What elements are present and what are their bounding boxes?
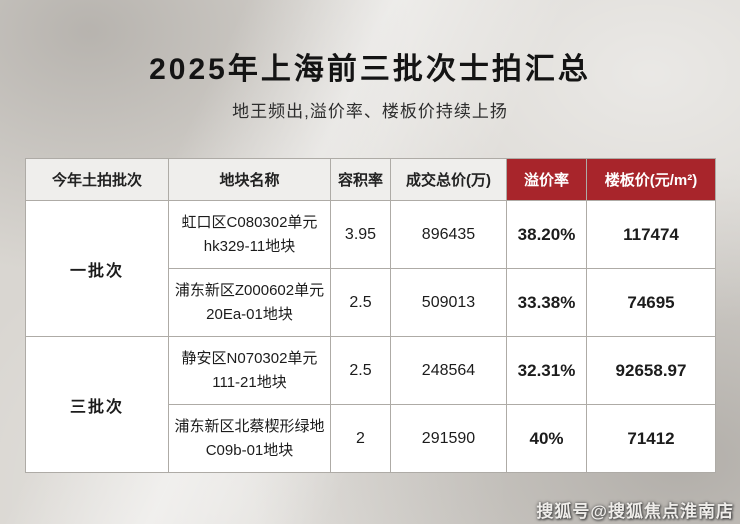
premium-rate-cell: 33.38% (506, 268, 587, 337)
plot-name-cell: 虹口区C080302单元 hk329-11地块 (168, 200, 331, 269)
floor-price-cell: 71412 (586, 404, 716, 473)
plot-name-cell: 静安区N070302单元 111-21地块 (168, 336, 331, 405)
batch-one-cell: 一批次 (25, 200, 169, 337)
premium-rate-cell: 38.20% (506, 200, 587, 269)
page-title: 2025年上海前三批次士拍汇总 (149, 53, 591, 86)
col-header-far: 容积率 (330, 158, 391, 201)
page-subtitle: 地王频出,溢价率、楼板价持续上扬 (232, 102, 508, 121)
plot-name-cell: 浦东新区北蔡楔形绿地 C09b-01地块 (168, 404, 331, 473)
premium-rate-cell: 32.31% (506, 336, 587, 405)
premium-rate-cell: 40% (506, 404, 587, 473)
total-price-cell: 291590 (390, 404, 507, 473)
col-header-floor-price: 楼板价(元/m²) (586, 158, 716, 201)
col-header-plot-name: 地块名称 (168, 158, 331, 201)
floor-price-cell: 117474 (586, 200, 716, 269)
table-row: 浦东新区Z000602单元 20Ea-01地块 2.5 509013 33.38… (26, 268, 716, 337)
batch-three-cell: 三批次 (25, 336, 169, 473)
col-header-total-price: 成交总价(万) (390, 158, 507, 201)
floor-price-cell: 92658.97 (586, 336, 716, 405)
table-header-row: 今年土拍批次 地块名称 容积率 成交总价(万) 溢价率 楼板价(元/m²) (25, 158, 716, 201)
watermark: 搜狐号@搜狐焦点淮南店 (536, 502, 734, 521)
table-row: 浦东新区北蔡楔形绿地 C09b-01地块 2 291590 40% 71412 (26, 404, 716, 473)
total-price-cell: 509013 (390, 268, 507, 337)
floor-price-cell: 74695 (586, 268, 716, 337)
table-row: 三批次 静安区N070302单元 111-21地块 2.5 248564 32.… (25, 336, 716, 473)
far-cell: 2.5 (330, 268, 391, 337)
far-cell: 2.5 (330, 336, 391, 405)
far-cell: 2 (330, 404, 391, 473)
col-header-premium-rate: 溢价率 (506, 158, 587, 201)
total-price-cell: 248564 (390, 336, 507, 405)
plot-name-cell: 浦东新区Z000602单元 20Ea-01地块 (168, 268, 331, 337)
total-price-cell: 896435 (390, 200, 507, 269)
far-cell: 3.95 (330, 200, 391, 269)
col-header-batch: 今年土拍批次 (25, 158, 169, 201)
land-auction-table: 今年土拍批次 地块名称 容积率 成交总价(万) 溢价率 楼板价(元/m²) 一批… (25, 158, 716, 473)
table-row: 一批次 虹口区C080302单元 hk329-11地块 3.95 896435 … (25, 200, 716, 337)
